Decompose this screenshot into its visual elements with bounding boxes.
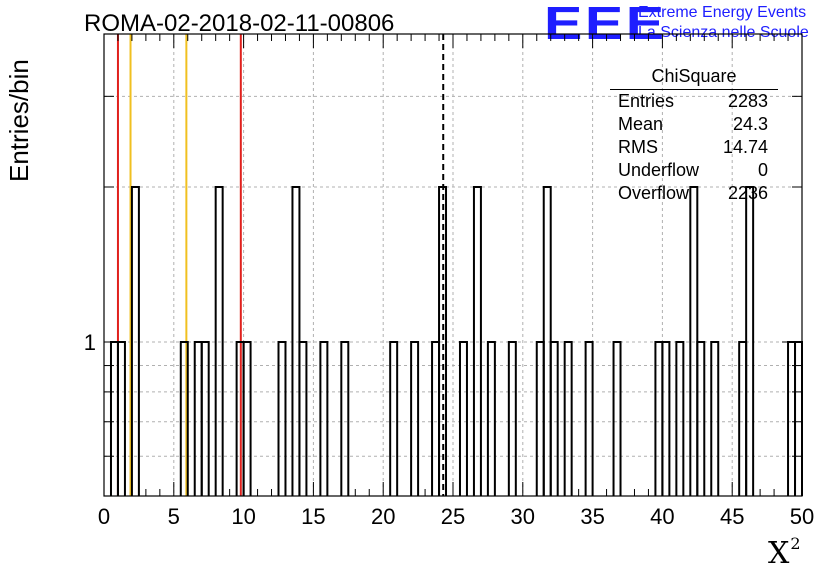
x-tick-label: 45 xyxy=(720,504,744,529)
chart-title: ROMA-02-2018-02-11-00806 xyxy=(84,10,395,37)
stats-title: ChiSquare xyxy=(610,66,778,90)
histogram-bin xyxy=(710,341,720,496)
stat-value: 2236 xyxy=(727,183,768,203)
histogram-bin xyxy=(696,341,706,496)
histogram-bars xyxy=(109,186,803,496)
logo-line-1: Extreme Energy Events xyxy=(638,4,807,21)
stat-label: Underflow xyxy=(618,160,700,180)
stat-label: Entries xyxy=(618,91,675,111)
histogram-bin xyxy=(486,341,496,496)
stat-label: Overflow xyxy=(618,183,690,203)
histogram-bin xyxy=(130,186,140,496)
x-axis-label: X2 xyxy=(768,534,801,571)
histogram-bin xyxy=(584,341,594,496)
histogram-bin xyxy=(277,341,287,496)
histogram-bin xyxy=(410,341,420,496)
histogram-bin xyxy=(612,341,622,496)
y-tick-label: 1 xyxy=(84,330,96,355)
stats-row-entries: Entries 2283 xyxy=(610,90,778,113)
histogram-bin xyxy=(438,186,448,496)
stats-row-underflow: Underflow 0 xyxy=(610,159,778,182)
reference-lines xyxy=(116,34,445,496)
histogram-bin xyxy=(298,341,308,496)
histogram-bin xyxy=(507,341,517,496)
x-tick-label: 5 xyxy=(168,504,180,529)
histogram-bin xyxy=(549,341,559,496)
histogram-bin xyxy=(458,341,468,496)
histogram-bin xyxy=(745,186,755,496)
histogram-bin xyxy=(389,341,399,496)
x-tick-label: 25 xyxy=(441,504,465,529)
histogram-bin xyxy=(675,341,685,496)
histogram-bin xyxy=(214,186,224,496)
x-tick-label: 0 xyxy=(98,504,110,529)
stat-label: Mean xyxy=(618,114,664,134)
stats-row-overflow: Overflow 2236 xyxy=(610,182,778,205)
histogram-bin xyxy=(200,341,210,496)
x-tick-label: 15 xyxy=(301,504,325,529)
histogram-bin xyxy=(179,341,189,496)
x-tick-label: 20 xyxy=(371,504,395,529)
stat-value: 2283 xyxy=(727,91,768,111)
x-tick-label: 30 xyxy=(511,504,535,529)
histogram-bin xyxy=(563,341,573,496)
stat-value: 24.3 xyxy=(732,114,768,134)
histogram-bin xyxy=(661,341,671,496)
x-tick-label: 40 xyxy=(650,504,674,529)
stat-label: RMS xyxy=(618,137,658,157)
x-tick-label: 50 xyxy=(790,504,814,529)
stats-box: ChiSquare Entries 2283 Mean 24.3 RMS 14.… xyxy=(610,66,778,205)
logo-line-2: La Scienza nelle Scuole xyxy=(638,24,809,41)
stats-row-mean: Mean 24.3 xyxy=(610,113,778,136)
eee-logo: EEE xyxy=(544,0,667,49)
histogram-bin xyxy=(319,341,329,496)
x-tick-label: 35 xyxy=(580,504,604,529)
x-tick-label: 10 xyxy=(231,504,255,529)
histogram-bin xyxy=(242,341,252,496)
histogram-bin xyxy=(472,186,482,496)
stat-value: 0 xyxy=(757,160,768,180)
stats-row-rms: RMS 14.74 xyxy=(610,136,778,159)
histogram-bin xyxy=(340,341,350,496)
axis-ticks: 0 5 10 15 20 25 30 35 40 45 50 1 xyxy=(84,34,814,529)
stat-value: 14.74 xyxy=(722,137,768,157)
